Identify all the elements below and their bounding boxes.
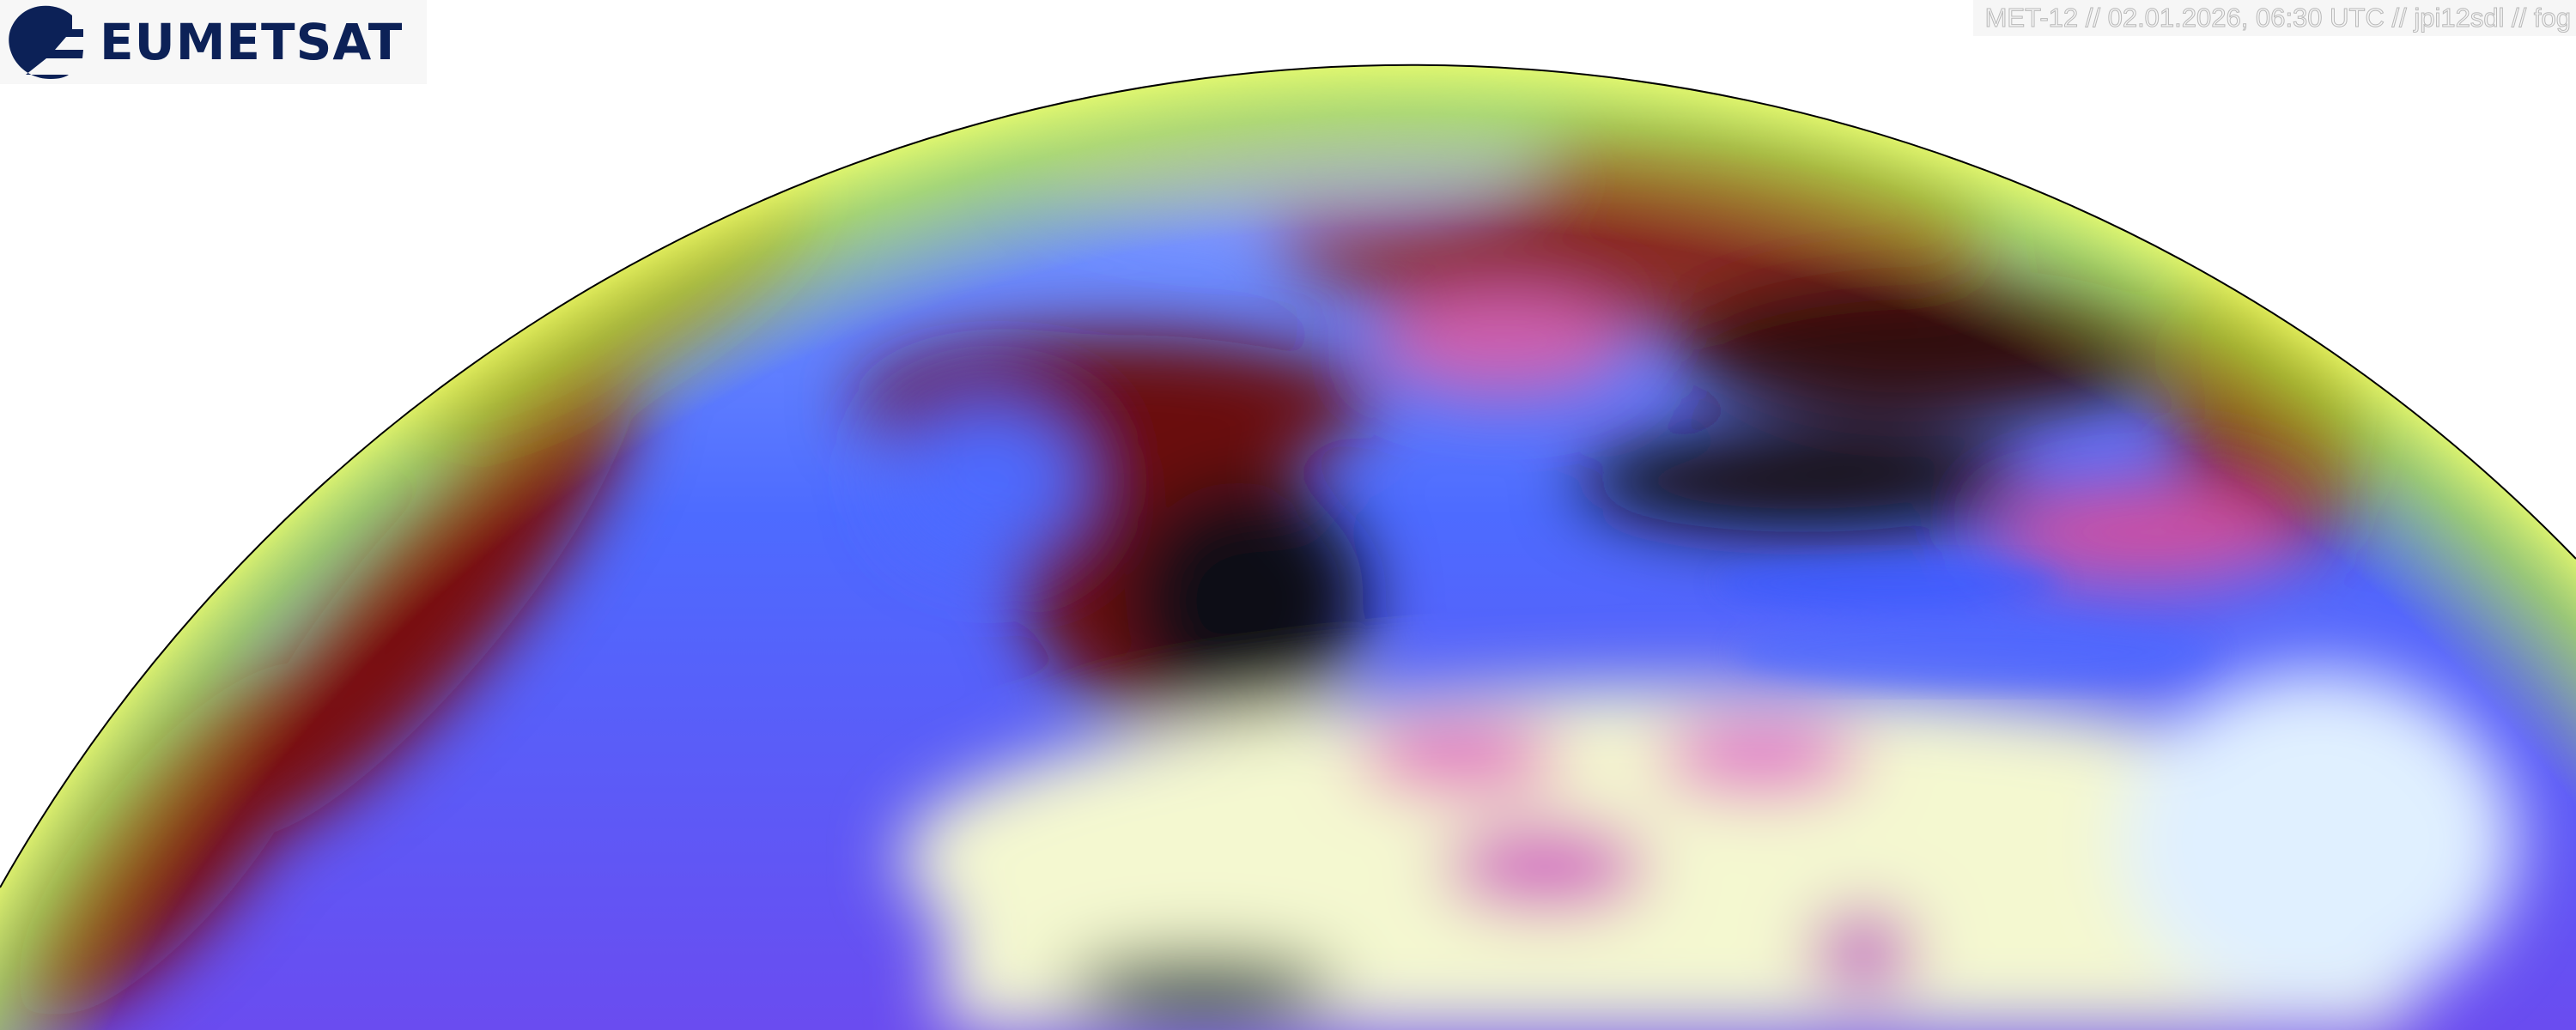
- image-caption: MET-12 // 02.01.2026, 06:30 UTC // jpi12…: [1972, 0, 2576, 36]
- earth-horizon-outline: [0, 64, 2576, 888]
- logo-wordmark: EUMETSAT: [100, 13, 404, 71]
- eumetsat-globe-icon: [9, 5, 84, 79]
- eumetsat-logo: EUMETSAT: [0, 0, 427, 84]
